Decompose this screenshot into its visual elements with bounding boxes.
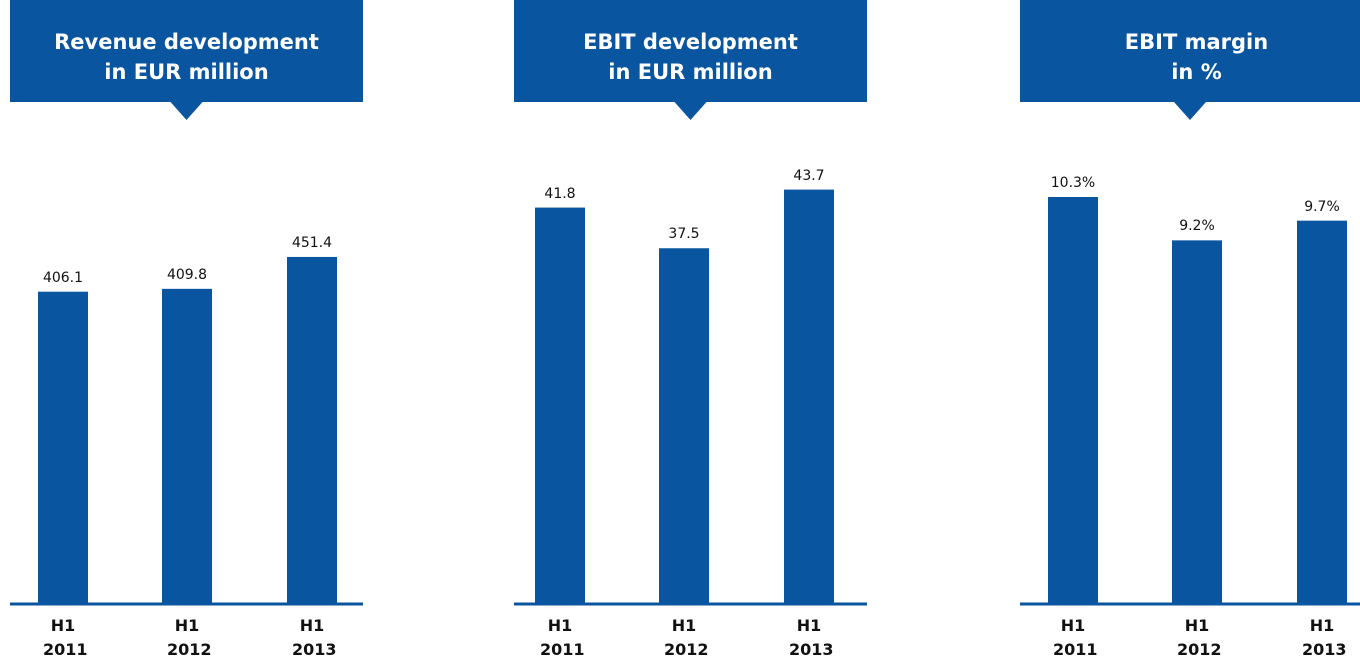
bar <box>287 256 337 603</box>
chart-title: in EUR million <box>608 60 773 84</box>
value-label: 10.3% <box>1050 175 1096 191</box>
x-tick-label: H1 2013 <box>292 616 337 659</box>
value-label: 37.5 <box>668 226 700 243</box>
x-tick-label: H1 2011 <box>1053 616 1098 659</box>
chart-title: Revenue development <box>54 30 319 54</box>
x-tick-label: H1 2011 <box>43 616 88 659</box>
bar <box>38 291 88 603</box>
bar <box>1297 220 1347 604</box>
value-label: 406.1 <box>42 269 84 286</box>
bar <box>162 288 212 603</box>
bar <box>784 189 834 603</box>
x-tick-label: H1 2012 <box>167 616 212 659</box>
x-tick-label: H1 2012 <box>664 616 709 659</box>
chart-title: EBIT development <box>583 30 798 54</box>
value-label: 451.4 <box>291 234 333 251</box>
bar <box>659 248 709 603</box>
chart-title: EBIT margin <box>1124 30 1269 54</box>
value-label: 41.8 <box>544 185 576 202</box>
bar <box>1048 197 1098 603</box>
value-label: 9.2% <box>1179 218 1215 235</box>
x-tick-label: H1 2011 <box>540 616 585 659</box>
chart-title: in EUR million <box>104 60 269 84</box>
value-label: 9.7% <box>1304 198 1340 215</box>
chart-title: in % <box>1171 60 1222 84</box>
value-label: 409.8 <box>166 266 208 283</box>
bar <box>535 207 585 603</box>
title-box <box>10 0 363 120</box>
x-tick-label: H1 2013 <box>789 616 834 659</box>
x-tick-label: H1 2012 <box>1177 616 1222 659</box>
x-tick-label: H1 2013 <box>1302 616 1347 659</box>
title-box <box>514 0 867 120</box>
value-label: 43.7 <box>793 167 825 184</box>
bar <box>1172 240 1222 603</box>
title-box <box>1020 0 1360 120</box>
